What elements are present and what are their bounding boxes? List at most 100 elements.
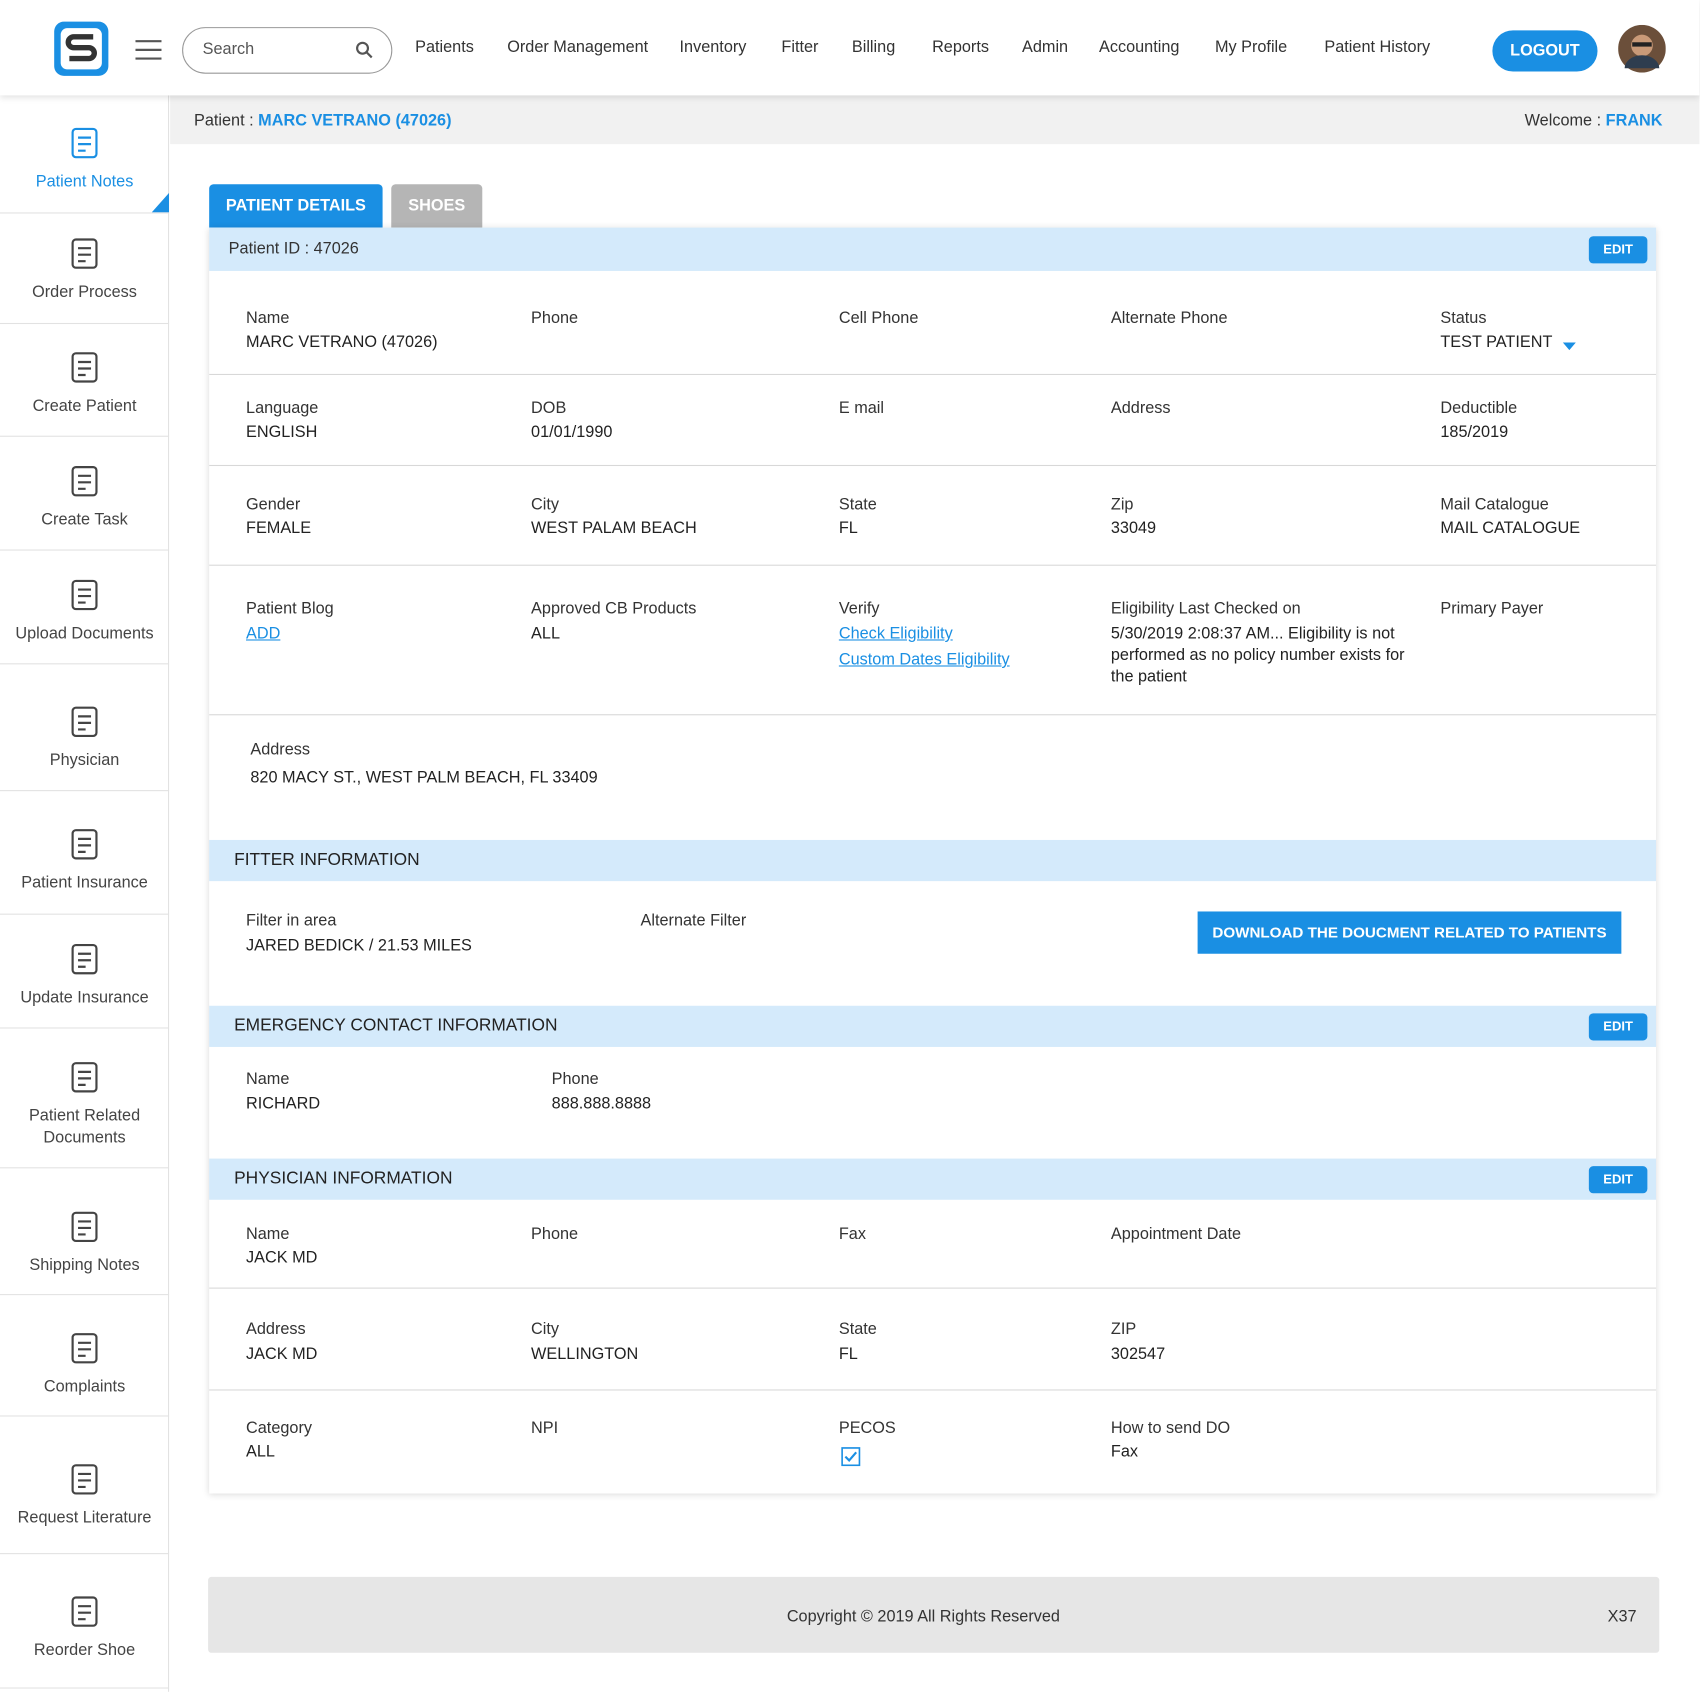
field-label: DOB (531, 398, 567, 418)
field-label: Primary Payer (1440, 599, 1544, 618)
sidebar-label: Patient Notes (35, 172, 134, 191)
sidebar-icon (67, 350, 102, 385)
field-label: Category (246, 1418, 312, 1438)
section-header (209, 839, 1657, 882)
field-label: State (838, 1320, 877, 1339)
nav-item[interactable]: Inventory (679, 37, 747, 57)
sidebar-label: Order Process (32, 282, 137, 302)
sidebar-icon (67, 1331, 102, 1366)
tab[interactable]: SHOES (391, 184, 483, 228)
field-value: 01/01/1990 (531, 422, 613, 442)
sidebar-item[interactable] (0, 664, 170, 792)
footer (208, 1576, 1660, 1653)
field-link[interactable]: ADD (246, 624, 281, 643)
sidebar-item[interactable] (0, 1168, 170, 1296)
field-label: NPI (531, 1418, 559, 1438)
sidebar-icon (67, 827, 102, 862)
field-value: RICHARD (246, 1094, 321, 1114)
edit-button[interactable]: EDIT (1588, 1166, 1648, 1194)
sidebar-item[interactable] (0, 324, 170, 437)
active-marker (151, 192, 170, 213)
field-label: PECOS (838, 1418, 896, 1438)
field-value: FL (838, 1344, 858, 1364)
sidebar-item[interactable] (0, 1029, 170, 1169)
dropdown-caret (1562, 337, 1576, 351)
field-value: 33049 (1110, 519, 1157, 538)
nav-item[interactable]: Order Management (507, 37, 649, 57)
sidebar-item[interactable] (0, 791, 170, 915)
field-value: 820 MACY ST., WEST PALM BEACH, FL 33409 (250, 768, 598, 787)
nav-item[interactable]: Fitter (781, 37, 819, 57)
field-label: Status (1440, 308, 1487, 328)
field-link[interactable]: Check Eligibility (838, 624, 953, 643)
sidebar-icon (67, 126, 102, 161)
field-link[interactable]: Custom Dates Eligibility (838, 650, 1010, 669)
row-divider (209, 564, 1657, 566)
sidebar-label: Patient Related Documents (28, 1106, 141, 1147)
section-header (209, 1005, 1657, 1047)
sidebar-item[interactable] (0, 1554, 170, 1689)
logout-button[interactable]: LOGOUT (1492, 30, 1598, 72)
field-value: 302547 (1110, 1344, 1166, 1364)
checkbox (841, 1447, 861, 1467)
sidebar-item[interactable] (0, 95, 170, 214)
field-value: WEST PALAM BEACH (531, 519, 697, 538)
patient-label-line: Patient : MARC VETRANO (47026) (194, 111, 452, 133)
nav-item[interactable]: Reports (932, 37, 990, 57)
sidebar-icon (67, 1594, 102, 1629)
field-label: Address (1110, 398, 1171, 418)
field-value: ALL (531, 624, 561, 643)
field-label: City (531, 1320, 560, 1339)
sidebar-label: Shipping Notes (29, 1256, 140, 1275)
edit-button[interactable]: EDIT (1588, 1013, 1648, 1041)
field-label: Approved CB Products (531, 599, 697, 618)
field-value: JACK MD (246, 1248, 318, 1267)
field-label: ZIP (1110, 1320, 1137, 1339)
sidebar-item[interactable] (0, 915, 170, 1029)
field-label: Gender (246, 495, 301, 514)
sidebar-icon (67, 1060, 102, 1095)
section-header (209, 227, 1657, 271)
field-value: Fax (1110, 1442, 1139, 1461)
field-label: Mail Catalogue (1440, 495, 1549, 514)
field-value: JARED BEDICK / 21.53 MILES (246, 936, 472, 955)
sidebar-item[interactable] (0, 214, 170, 325)
field-label: How to send DO (1110, 1418, 1231, 1438)
field-label: Language (246, 398, 319, 418)
field-value: 5/30/2019 2:08:37 AM... Eligibility is n… (1110, 624, 1405, 687)
row-divider (209, 1287, 1657, 1289)
sidebar-icon (67, 704, 102, 739)
section-title: EMERGENCY CONTACT INFORMATION (234, 1016, 558, 1036)
field-label: Zip (1110, 495, 1134, 514)
tab[interactable]: PATIENT DETAILS (209, 184, 383, 228)
patient-bar (170, 95, 1700, 145)
patient-name: MARC VETRANO (47026) (258, 111, 452, 131)
download-button[interactable]: DOWNLOAD THE DOUCMENT RELATED TO PATIENT… (1197, 911, 1622, 954)
field-label: Name (246, 308, 290, 328)
nav-item[interactable]: Patients (415, 37, 474, 57)
sidebar-item[interactable] (0, 437, 170, 551)
user-name: FRANK (1605, 111, 1663, 131)
field-value: FL (838, 519, 858, 538)
field-label: Filter in area (246, 911, 337, 930)
search-box[interactable] (182, 27, 393, 74)
sidebar-item[interactable] (0, 1295, 170, 1417)
field-label: Deductible (1440, 398, 1518, 418)
field-label: State (838, 495, 877, 514)
field-label: City (531, 495, 560, 514)
nav-item[interactable]: Accounting (1098, 37, 1180, 57)
sidebar-item[interactable] (0, 551, 170, 665)
patient-label: Patient : (194, 111, 254, 131)
edit-button[interactable]: EDIT (1588, 236, 1648, 264)
sidebar-item[interactable] (0, 1417, 170, 1555)
nav-item[interactable]: Patient History (1324, 37, 1431, 57)
sidebar-icon (67, 236, 102, 271)
nav-item[interactable]: Billing (851, 37, 896, 57)
row-divider (209, 373, 1657, 375)
sidebar-label: Physician (49, 751, 120, 770)
nav-item[interactable]: Admin (1022, 37, 1069, 57)
field-value: MARC VETRANO (47026) (246, 332, 438, 352)
field-value: ENGLISH (246, 422, 318, 442)
nav-item[interactable]: My Profile (1214, 37, 1288, 57)
sidebar-label: Upload Documents (15, 624, 154, 643)
